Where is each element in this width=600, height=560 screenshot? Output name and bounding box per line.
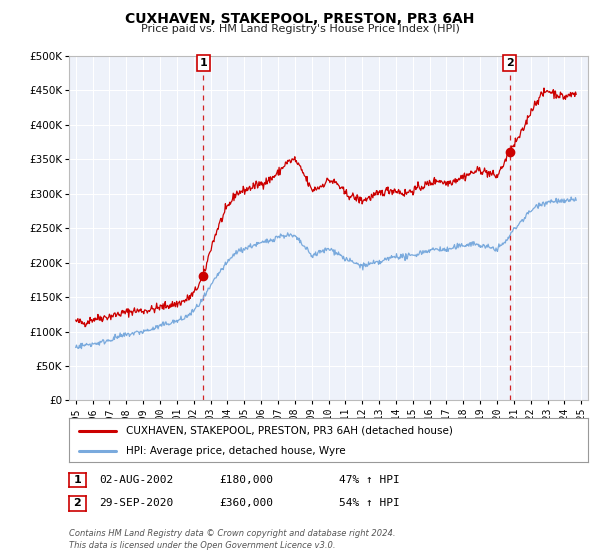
Text: 02-AUG-2002: 02-AUG-2002 <box>99 475 173 485</box>
Text: Price paid vs. HM Land Registry's House Price Index (HPI): Price paid vs. HM Land Registry's House … <box>140 24 460 34</box>
Text: CUXHAVEN, STAKEPOOL, PRESTON, PR3 6AH (detached house): CUXHAVEN, STAKEPOOL, PRESTON, PR3 6AH (d… <box>126 426 453 436</box>
Text: 2: 2 <box>506 58 514 68</box>
Text: 29-SEP-2020: 29-SEP-2020 <box>99 498 173 508</box>
Text: HPI: Average price, detached house, Wyre: HPI: Average price, detached house, Wyre <box>126 446 346 456</box>
Text: Contains HM Land Registry data © Crown copyright and database right 2024.
This d: Contains HM Land Registry data © Crown c… <box>69 529 395 550</box>
Text: 54% ↑ HPI: 54% ↑ HPI <box>339 498 400 508</box>
Text: 2: 2 <box>74 498 81 508</box>
Text: £360,000: £360,000 <box>219 498 273 508</box>
Text: 1: 1 <box>200 58 208 68</box>
Text: 47% ↑ HPI: 47% ↑ HPI <box>339 475 400 485</box>
Text: 1: 1 <box>74 475 81 485</box>
Text: CUXHAVEN, STAKEPOOL, PRESTON, PR3 6AH: CUXHAVEN, STAKEPOOL, PRESTON, PR3 6AH <box>125 12 475 26</box>
Text: £180,000: £180,000 <box>219 475 273 485</box>
